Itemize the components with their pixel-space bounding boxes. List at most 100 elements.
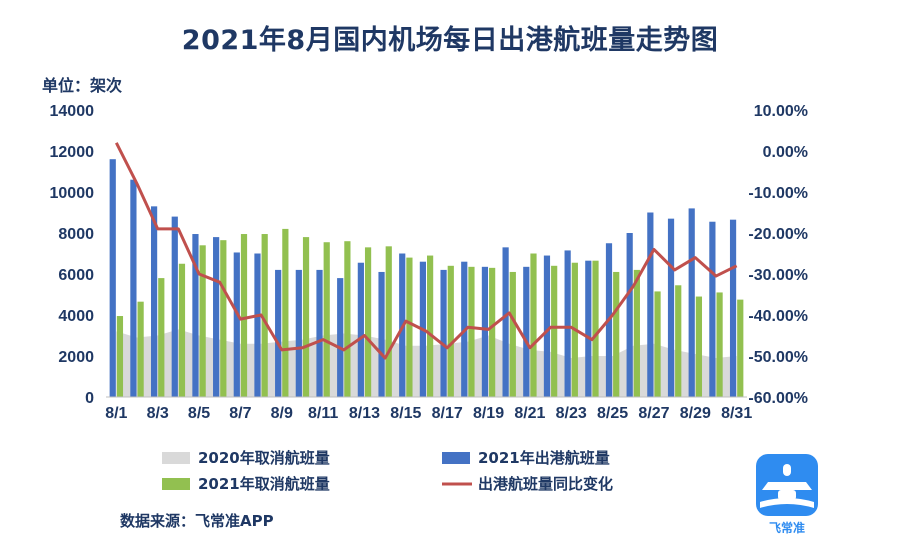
y-left-tick-label: 8000	[58, 226, 94, 243]
bar-depart-2021	[130, 179, 137, 397]
y-right-tick-label: -20.00%	[748, 226, 808, 243]
x-tick-label: 8/29	[680, 405, 711, 422]
bar-cancel-2021	[675, 285, 682, 397]
legend-swatch-cancel-2020	[162, 452, 190, 464]
bar-depart-2021	[688, 208, 695, 397]
bar-cancel-2021	[240, 234, 248, 397]
bar-depart-2021	[337, 278, 344, 397]
bar-depart-2021	[481, 266, 489, 397]
bar-cancel-2021	[323, 242, 330, 397]
bar-cancel-2021	[199, 245, 206, 397]
legend-swatch-cancel-2021	[162, 478, 190, 490]
bar-cancel-2021	[137, 301, 144, 397]
bar-cancel-2021	[282, 228, 289, 397]
y-left-tick-label: 14000	[50, 103, 95, 120]
bar-depart-2021	[729, 219, 737, 397]
x-tick-label: 8/21	[514, 405, 545, 422]
x-tick-label: 8/3	[147, 405, 169, 422]
x-tick-label: 8/31	[721, 405, 752, 422]
chart-title: 2021年8月国内机场每日出港航班量走势图	[181, 25, 719, 56]
y-right-tick-label: -10.00%	[748, 185, 808, 202]
bar-cancel-2021	[385, 246, 392, 397]
y-right-tick-label: -50.00%	[748, 349, 808, 366]
bar-cancel-2021	[716, 292, 723, 397]
y-left-tick-label: 12000	[50, 144, 95, 161]
bar-cancel-2021	[592, 260, 599, 397]
y-right-tick-label: -30.00%	[748, 267, 808, 284]
y-axis-unit-label: 单位：架次	[42, 76, 123, 95]
legend-label-yoy-line: 出港航班量同比变化	[478, 475, 613, 493]
bar-depart-2021	[109, 159, 116, 397]
bar-depart-2021	[316, 269, 323, 397]
bar-depart-2021	[440, 269, 447, 397]
bar-depart-2021	[585, 260, 592, 397]
bar-cancel-2021	[364, 247, 372, 397]
bar-cancel-2021	[261, 234, 268, 397]
bar-cancel-2021	[737, 299, 744, 397]
bar-depart-2021	[150, 206, 158, 397]
feichangzhun-logo: 飞常准	[754, 454, 820, 538]
bar-cancel-2021	[178, 263, 186, 397]
bar-depart-2021	[378, 271, 385, 397]
bar-cancel-2021	[509, 271, 516, 397]
bar-depart-2021	[543, 255, 551, 397]
bar-cancel-2021	[613, 271, 620, 397]
bar-depart-2021	[626, 233, 633, 397]
y-left-tick-label: 10000	[50, 185, 95, 202]
legend-swatch-depart-2021	[442, 452, 470, 464]
airplane-icon	[756, 454, 818, 516]
bar-depart-2021	[171, 216, 178, 397]
bar-cancel-2021	[489, 267, 496, 397]
x-tick-label: 8/9	[271, 405, 293, 422]
x-tick-label: 8/19	[473, 405, 504, 422]
bar-cancel-2021	[302, 237, 310, 397]
bar-cancel-2021	[654, 291, 661, 397]
x-tick-label: 8/7	[229, 405, 251, 422]
x-tick-label: 8/13	[349, 405, 380, 422]
bar-cancel-2021	[695, 296, 703, 397]
y-right-tick-label: 10.00%	[754, 103, 808, 120]
bar-cancel-2021	[551, 265, 558, 397]
bar-depart-2021	[192, 234, 199, 397]
x-tick-label: 8/27	[638, 405, 669, 422]
logo-caption: 飞常准	[768, 521, 805, 535]
line-yoy-change	[114, 142, 738, 360]
x-tick-label: 8/1	[105, 405, 127, 422]
x-tick-label: 8/17	[432, 405, 463, 422]
y-right-tick-label: -60.00%	[748, 390, 808, 407]
bar-cancel-2021	[427, 255, 434, 397]
bar-depart-2021	[213, 237, 220, 397]
bar-cancel-2021	[406, 257, 413, 397]
bar-depart-2021	[647, 212, 654, 397]
x-tick-label: 8/25	[597, 405, 628, 422]
bar-depart-2021	[295, 269, 302, 397]
y-left-tick-label: 4000	[58, 308, 94, 325]
y-right-tick-label: -40.00%	[748, 308, 808, 325]
x-tick-label: 8/5	[188, 405, 210, 422]
bar-depart-2021	[667, 218, 675, 397]
y-left-tick-label: 6000	[58, 267, 94, 284]
bar-depart-2021	[564, 250, 571, 397]
bar-cancel-2021	[530, 253, 537, 397]
bar-depart-2021	[357, 262, 364, 397]
bar-cancel-2021	[344, 241, 351, 397]
y-left-tick-label: 0	[85, 390, 94, 407]
x-tick-label: 8/11	[308, 405, 338, 422]
bar-cancel-2021	[447, 265, 454, 397]
y-left-tick-label: 2000	[58, 349, 94, 366]
x-tick-label: 8/15	[390, 405, 421, 422]
bar-cancel-2021	[116, 316, 124, 397]
bar-depart-2021	[709, 221, 716, 397]
bar-depart-2021	[254, 253, 261, 397]
bar-cancel-2021	[220, 240, 227, 397]
y-right-tick-label: 0.00%	[763, 144, 808, 161]
legend-label-depart-2021: 2021年出港航班量	[478, 449, 610, 467]
bar-cancel-2021	[468, 266, 475, 397]
legend-label-cancel-2020: 2020年取消航班量	[198, 449, 330, 467]
area-cancel-2020	[116, 329, 737, 397]
bar-depart-2021	[523, 266, 530, 397]
x-tick-label: 8/23	[556, 405, 587, 422]
bar-cancel-2021	[633, 269, 640, 397]
